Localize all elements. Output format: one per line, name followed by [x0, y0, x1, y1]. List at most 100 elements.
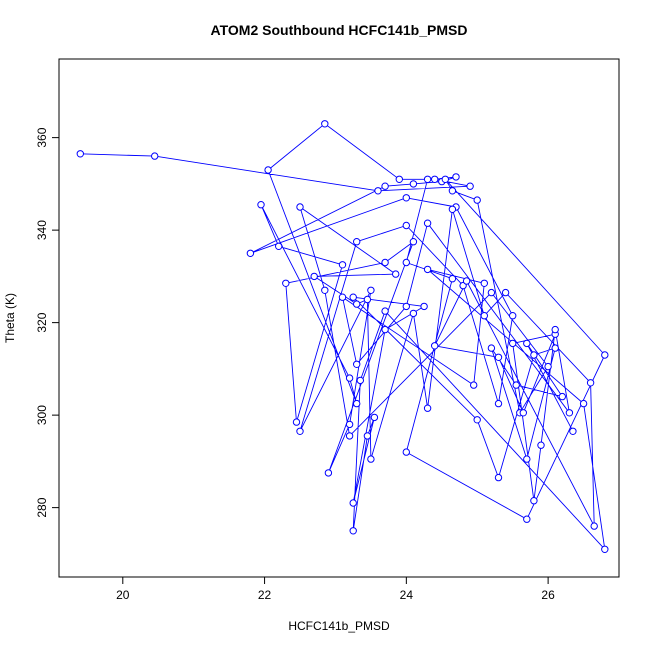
data-point: [402, 448, 410, 456]
data-point: [431, 342, 439, 350]
data-point: [151, 152, 159, 160]
data-point: [374, 187, 382, 195]
data-point: [402, 194, 410, 202]
data-point: [345, 374, 354, 382]
data-point: [349, 499, 357, 507]
data-point: [551, 325, 559, 334]
chart-title: ATOM2 Southbound HCFC141b_PMSD: [211, 22, 468, 38]
y-axis-label: Theta (K): [3, 293, 17, 343]
x-axis-label: HCFC141b_PMSD: [288, 619, 390, 633]
data-point: [423, 265, 432, 274]
data-point: [480, 312, 488, 320]
data-point: [353, 399, 361, 408]
data-point: [473, 196, 481, 204]
data-point: [565, 409, 574, 417]
data-point: [349, 527, 357, 535]
data-point: [579, 399, 588, 408]
data-point: [544, 362, 552, 371]
x-tick-label: 22: [258, 588, 272, 602]
data-point: [480, 279, 488, 287]
data-point: [345, 420, 354, 429]
data-point: [296, 427, 304, 435]
data-point: [523, 455, 531, 463]
data-point: [76, 150, 85, 158]
data-point: [441, 175, 449, 184]
data-point: [353, 300, 361, 308]
data-point: [423, 219, 432, 227]
data-point: [395, 175, 403, 184]
data-point: [367, 286, 375, 294]
data-point: [494, 353, 503, 361]
y-tick-label: 360: [35, 127, 49, 147]
data-point: [409, 180, 418, 188]
data-point: [367, 455, 375, 463]
data-point: [462, 277, 471, 285]
data-point: [246, 249, 255, 258]
data-point: [392, 270, 400, 278]
data-point: [487, 344, 496, 352]
data-point: [381, 258, 389, 267]
data-point: [381, 182, 389, 190]
data-point: [356, 376, 364, 385]
data-point: [370, 413, 379, 422]
data-point: [402, 258, 410, 267]
data-point: [448, 187, 457, 195]
data-point: [402, 302, 410, 311]
data-point: [431, 175, 439, 184]
data-point: [509, 312, 517, 320]
x-tick-label: 20: [116, 588, 130, 602]
data-point: [321, 286, 329, 294]
data-point: [310, 272, 318, 281]
data-point: [292, 418, 301, 426]
data-point: [448, 275, 457, 283]
data-point: [523, 339, 531, 348]
data-point: [512, 381, 520, 389]
series-points: [76, 120, 609, 553]
data-point: [537, 441, 545, 449]
data-point: [519, 409, 527, 417]
data-point: [466, 182, 474, 190]
y-tick-label: 340: [35, 220, 49, 240]
data-point: [381, 325, 389, 334]
data-point: [282, 279, 290, 287]
y-tick-label: 280: [35, 497, 49, 517]
data-point: [349, 293, 357, 301]
data-point: [353, 238, 361, 246]
data-point: [494, 399, 503, 408]
data-point: [275, 242, 283, 251]
data-point: [452, 173, 460, 181]
x-tick-label: 24: [400, 588, 414, 602]
data-point: [487, 288, 496, 297]
data-point: [420, 302, 428, 311]
data-point: [523, 515, 531, 523]
data-point: [296, 203, 304, 211]
data-point: [494, 473, 503, 482]
data-point: [501, 288, 510, 297]
data-point: [409, 238, 418, 246]
data-point: [257, 201, 265, 209]
data-point: [321, 120, 329, 128]
data-point: [551, 344, 559, 352]
data-point: [402, 221, 410, 230]
data-point: [363, 432, 372, 440]
data-point: [473, 416, 481, 424]
y-tick-label: 300: [35, 405, 49, 425]
data-point: [423, 404, 432, 412]
y-tick-label: 320: [35, 312, 49, 332]
data-point: [353, 360, 361, 368]
data-point: [345, 432, 354, 440]
data-point: [338, 293, 347, 301]
data-point: [264, 166, 272, 174]
data-point: [363, 295, 372, 304]
x-tick-label: 26: [541, 588, 555, 602]
data-point: [601, 351, 609, 359]
data-point: [338, 261, 347, 269]
data-point: [509, 339, 517, 348]
data-point: [586, 379, 595, 387]
data-point: [530, 351, 538, 359]
data-point: [601, 545, 609, 553]
data-point: [448, 205, 457, 214]
x-axis: 20 22 24 26: [116, 576, 555, 602]
data-point: [558, 392, 566, 401]
